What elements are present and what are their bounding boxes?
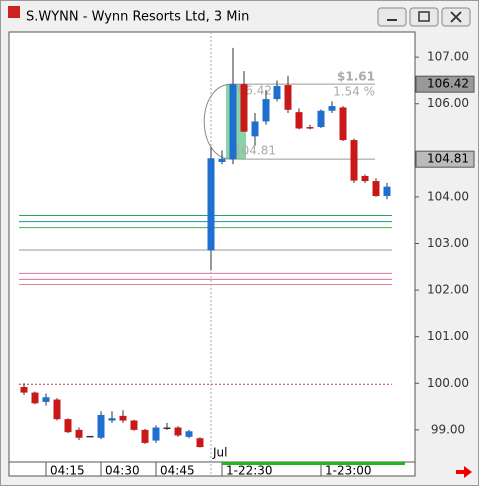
candle-body — [317, 110, 325, 128]
window-title: S.WYNN - Wynn Resorts Ltd, 3 Min — [26, 10, 249, 25]
y-tick-label: 106.00 — [427, 96, 469, 110]
window-buttons[interactable] — [377, 7, 471, 27]
y-tick-label: 107.00 — [427, 50, 469, 64]
candle-body — [185, 431, 193, 437]
minimize-button[interactable] — [377, 7, 407, 27]
candle-body — [196, 438, 204, 448]
maximize-button[interactable] — [409, 7, 439, 27]
candle-body — [383, 186, 391, 196]
candle-body — [240, 84, 248, 132]
x-tick-label: 04:30 — [105, 464, 140, 478]
price-marker — [415, 75, 475, 93]
candle-body — [218, 158, 226, 162]
y-tick-label: 99.00 — [431, 422, 465, 436]
date-marker: Jul — [212, 446, 227, 460]
candle-body — [130, 420, 138, 430]
candle-body — [262, 99, 270, 122]
session-bar — [222, 462, 405, 465]
candle-body — [53, 399, 61, 420]
y-tick-label: 104.00 — [427, 189, 469, 203]
candle-body — [328, 106, 336, 111]
candle-body — [251, 121, 259, 137]
measure-change: $1.61 — [337, 70, 375, 84]
candle-body — [361, 175, 369, 182]
x-tick-label: 04:15 — [50, 464, 85, 478]
candle-body — [141, 429, 149, 443]
time-axis — [8, 461, 416, 477]
price-marker — [415, 150, 475, 168]
x-tick-label: 1-23:00 — [325, 464, 372, 478]
measure-percent: 1.54 % — [333, 85, 375, 99]
x-tick-label: 1-22:30 — [226, 464, 273, 478]
candle-body — [20, 386, 28, 393]
candle-body — [119, 415, 127, 421]
candle-body — [350, 140, 358, 181]
candle-body — [207, 158, 215, 251]
y-tick-label: 101.00 — [427, 329, 469, 343]
candle-body — [306, 127, 314, 129]
candle-body — [229, 84, 237, 160]
candle-body — [174, 427, 182, 436]
candle-body — [42, 397, 50, 402]
candle-body — [295, 112, 303, 129]
candle-body — [97, 414, 105, 438]
candle-body — [339, 107, 347, 141]
candle-body — [152, 427, 160, 441]
candle-body — [163, 427, 171, 430]
candle-body — [273, 86, 281, 100]
y-tick-label: 102.00 — [427, 283, 469, 297]
app-icon — [8, 6, 20, 18]
price-marker-label: 104.81 — [427, 152, 469, 166]
measure-arc — [203, 83, 233, 160]
candle-body — [372, 181, 380, 196]
candle-body — [284, 85, 292, 110]
price-marker-label: 106.42 — [427, 77, 469, 91]
candle-body — [64, 419, 72, 433]
candle-body — [31, 392, 39, 404]
candle-body — [86, 435, 94, 438]
measure-from-label: 104.81 — [234, 144, 276, 158]
x-tick-label: 04:45 — [160, 464, 195, 478]
scroll-arrow[interactable] — [456, 466, 472, 478]
candle-body — [108, 418, 116, 421]
y-tick-label: 103.00 — [427, 236, 469, 250]
y-tick-label: 100.00 — [427, 376, 469, 390]
candle-body — [75, 429, 83, 438]
